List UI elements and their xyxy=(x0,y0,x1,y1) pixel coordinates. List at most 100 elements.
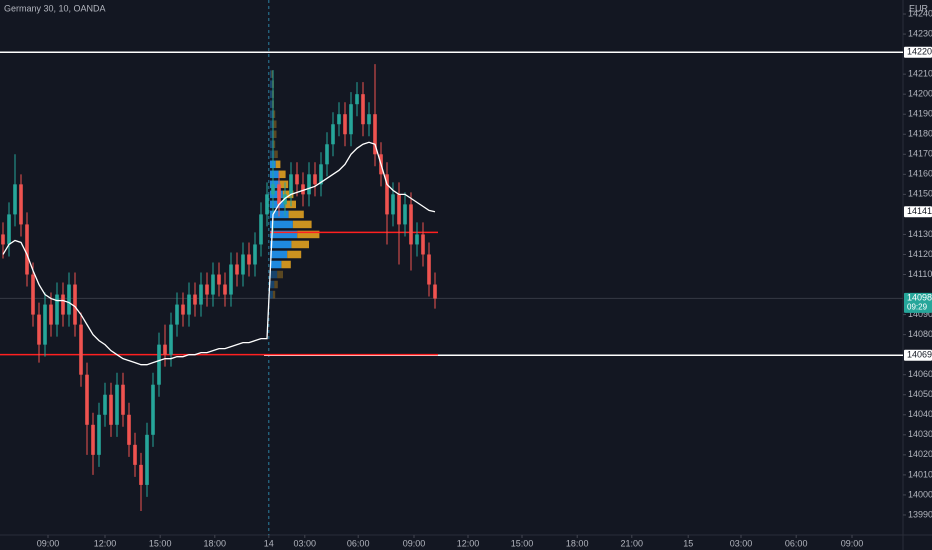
x-tick-label: 18:00 xyxy=(566,538,589,548)
candle-body xyxy=(25,224,29,275)
y-tick-label: 14150.0 xyxy=(908,189,932,199)
candle-body xyxy=(427,254,431,285)
volume-profile-sell xyxy=(271,70,273,78)
candle-body xyxy=(253,244,257,265)
y-tick-label: 14000.0 xyxy=(908,489,932,499)
volume-profile-sell xyxy=(272,290,276,299)
volume-profile-sell xyxy=(280,180,289,189)
candle-body xyxy=(241,254,245,275)
candle-body xyxy=(265,194,269,215)
candle-body xyxy=(7,214,11,245)
candle-body xyxy=(337,114,341,125)
y-tick-label: 14110.0 xyxy=(908,269,932,279)
candle-body xyxy=(391,194,395,215)
candle-body xyxy=(301,184,305,195)
y-tick-label: 14020.0 xyxy=(908,449,932,459)
candle-body xyxy=(283,194,287,205)
x-tick-label: 15 xyxy=(683,538,693,548)
candle-body xyxy=(163,344,167,355)
candle-body xyxy=(433,284,437,299)
candle-body xyxy=(139,464,143,485)
candle-body xyxy=(421,234,425,255)
candle-body xyxy=(349,104,353,135)
candle-body xyxy=(271,184,275,195)
volume-profile-sell xyxy=(287,250,302,259)
x-tick-label: 03:00 xyxy=(730,538,753,548)
volume-profile-buy xyxy=(270,290,273,299)
volume-profile-buy xyxy=(270,130,274,139)
volume-profile-buy xyxy=(270,100,273,108)
volume-profile-buy xyxy=(270,270,278,279)
price-label-bg xyxy=(904,349,932,361)
candle-body xyxy=(373,114,377,155)
candle-body xyxy=(19,184,23,225)
volume-profile-buy xyxy=(270,220,293,229)
volume-profile-sell xyxy=(281,260,291,269)
price-label: 14098.1 xyxy=(907,293,932,303)
volume-profile-buy xyxy=(270,170,279,179)
volume-profile-sell xyxy=(272,140,276,149)
volume-profile-buy xyxy=(270,120,274,128)
price-label: 14220.9 xyxy=(907,47,932,57)
candle-body xyxy=(1,234,5,245)
candle-body xyxy=(259,214,263,245)
x-tick-label: 12:00 xyxy=(94,538,117,548)
candle-body xyxy=(67,284,71,315)
volume-profile-sell xyxy=(273,130,277,139)
candle-body xyxy=(313,174,317,185)
volume-profile-buy xyxy=(270,260,282,269)
y-tick-label: 14190.0 xyxy=(908,109,932,119)
x-tick-label: 06:00 xyxy=(347,538,370,548)
y-tick-label: 14200.0 xyxy=(908,89,932,99)
candle-body xyxy=(31,274,35,315)
candle-body xyxy=(331,124,335,145)
volume-profile-buy xyxy=(270,90,273,98)
volume-profile-buy xyxy=(270,140,273,149)
candle-body xyxy=(157,344,161,385)
candle-body xyxy=(97,414,101,455)
candle-body xyxy=(397,194,401,225)
price-label-bg xyxy=(904,292,932,313)
candle-body xyxy=(85,374,89,425)
candle-body xyxy=(145,434,149,485)
volume-profile-sell xyxy=(277,270,283,279)
candle-body xyxy=(217,274,221,285)
volume-profile-sell xyxy=(272,110,276,118)
candle-body xyxy=(223,284,227,295)
price-label: 14069.7 xyxy=(907,350,932,360)
candle-body xyxy=(361,94,365,125)
candle-body xyxy=(103,394,107,415)
chart-title: Germany 30, 10, OANDA xyxy=(4,3,106,13)
volume-profile-buy xyxy=(270,250,288,259)
candle-body xyxy=(169,324,173,355)
x-tick-label: 21:00 xyxy=(621,538,644,548)
volume-profile-buy xyxy=(270,70,272,78)
volume-profile-sell xyxy=(274,150,278,159)
volume-profile-sell xyxy=(284,200,296,209)
x-tick-label: 09:00 xyxy=(37,538,60,548)
x-tick-label: 15:00 xyxy=(511,538,534,548)
candle-body xyxy=(343,114,347,135)
candle-body xyxy=(49,304,53,325)
x-tick-label: 12:00 xyxy=(457,538,480,548)
candle-body xyxy=(355,94,359,105)
candle-body xyxy=(403,204,407,225)
x-tick-label: 09:00 xyxy=(841,538,864,548)
volume-profile-sell xyxy=(282,190,294,199)
y-tick-label: 14040.0 xyxy=(908,409,932,419)
y-tick-label: 14120.0 xyxy=(908,249,932,259)
candle-body xyxy=(211,274,215,295)
candle-body xyxy=(205,284,209,295)
candle-body xyxy=(295,174,299,185)
candle-body xyxy=(151,384,155,435)
candle-body xyxy=(55,294,59,325)
candle-body xyxy=(367,114,371,125)
candle-body xyxy=(325,144,329,165)
candle-body xyxy=(181,304,185,315)
candle-body xyxy=(307,174,311,195)
candle-body xyxy=(187,294,191,315)
volume-profile-sell xyxy=(275,160,281,169)
candle-body xyxy=(247,254,251,265)
x-tick-label: 14 xyxy=(264,538,274,548)
candle-body xyxy=(319,164,323,185)
